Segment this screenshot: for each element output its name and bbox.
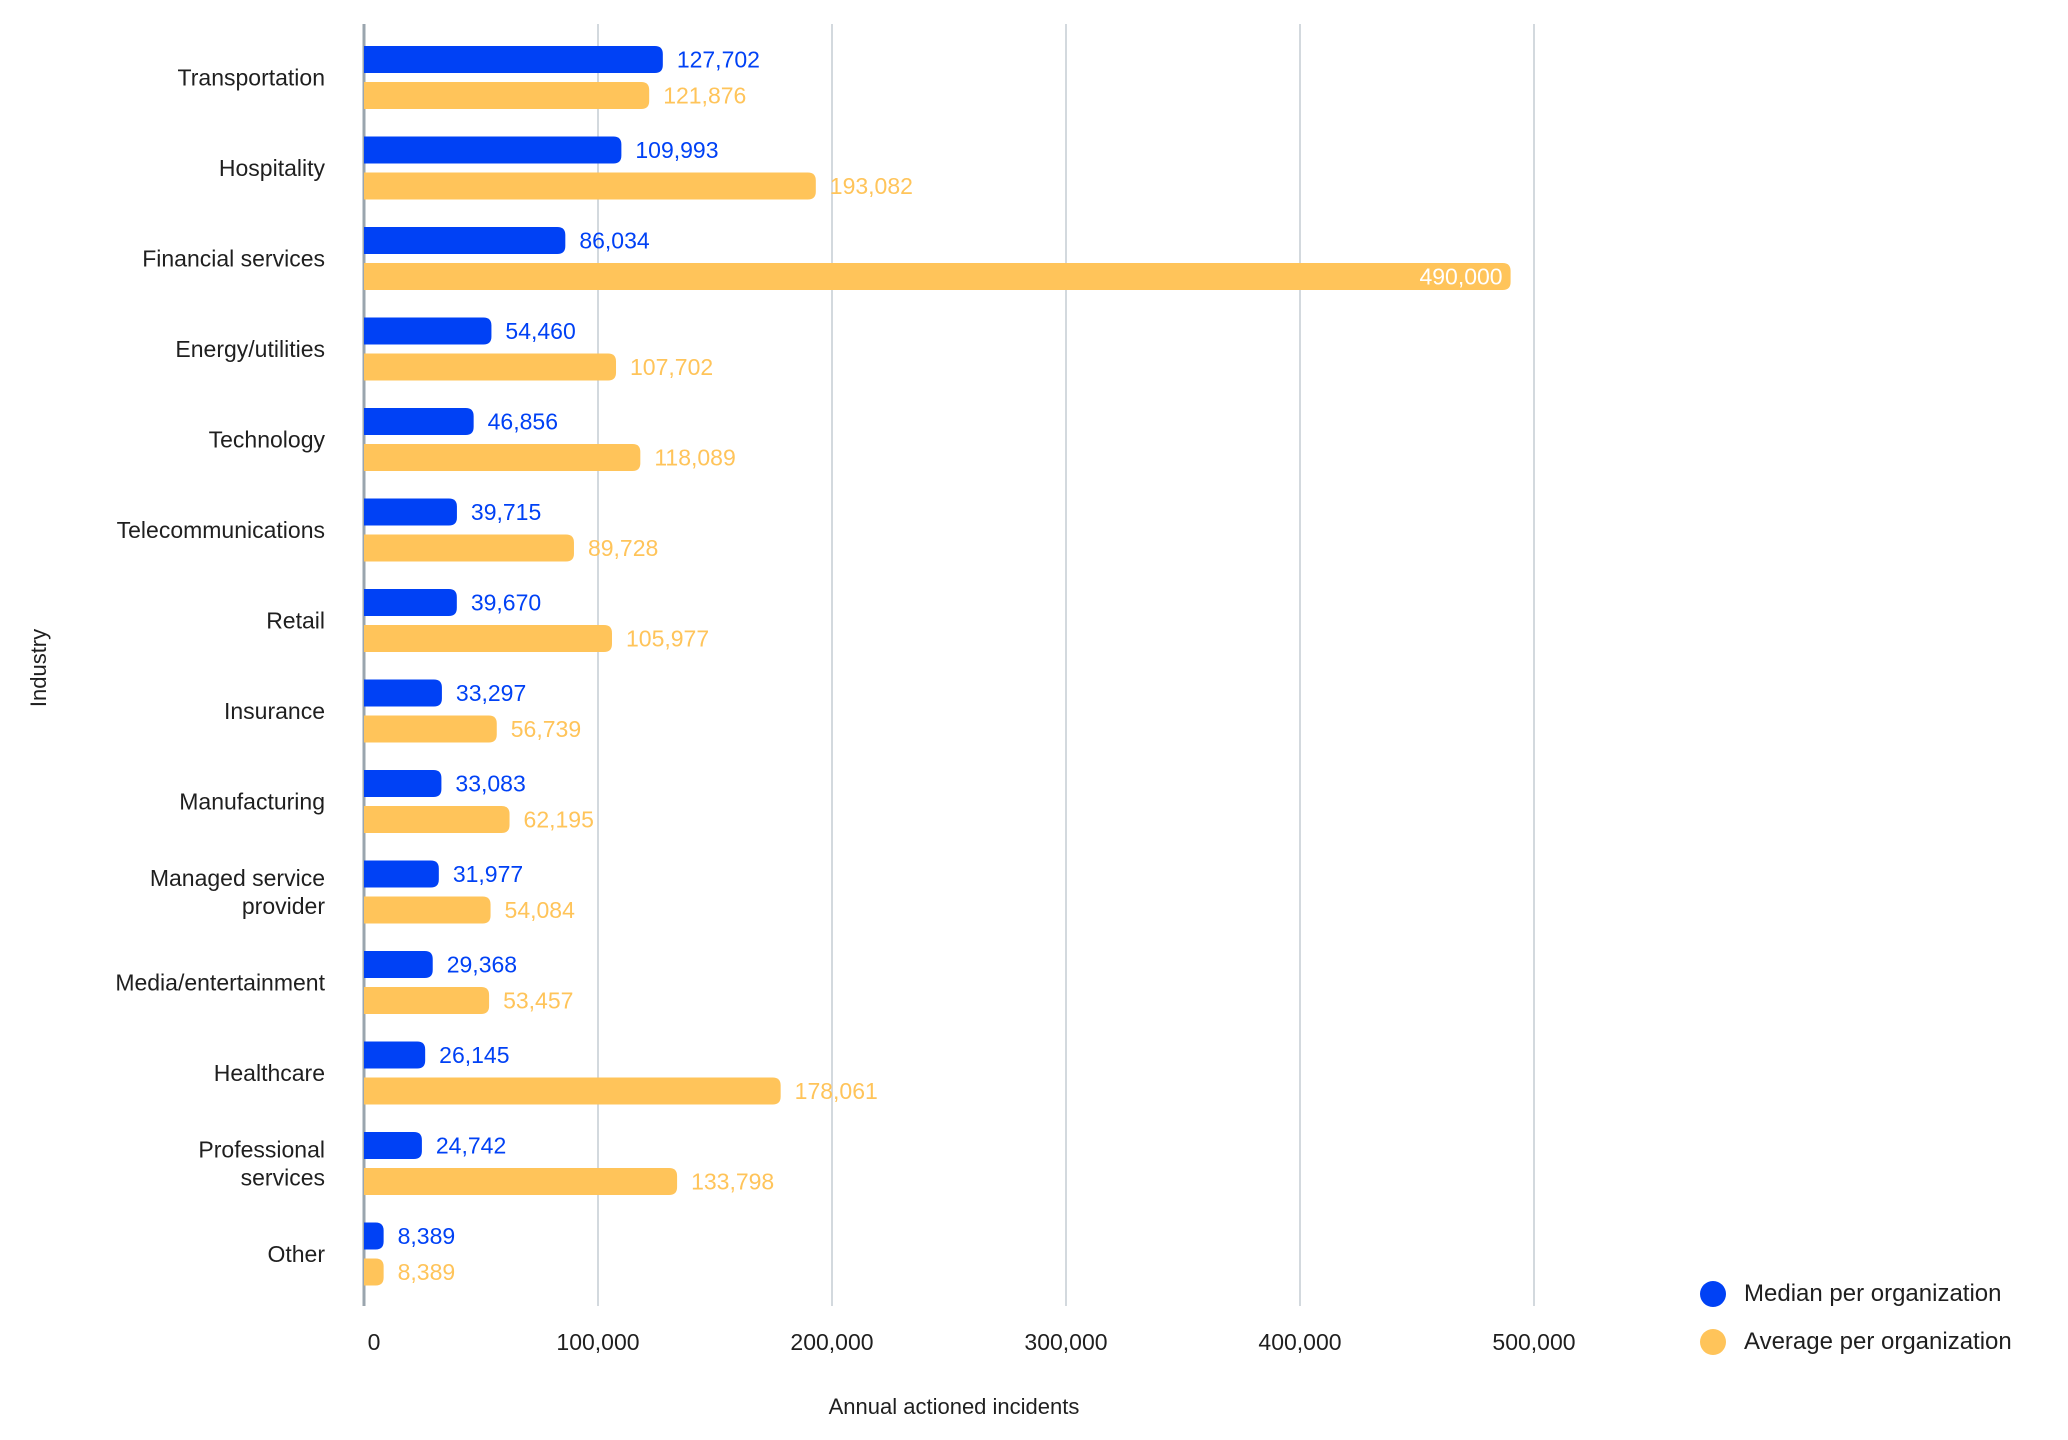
- value-label-median: 29,368: [447, 952, 517, 978]
- bar-average: [364, 82, 650, 109]
- bar-average: [364, 896, 491, 924]
- value-label-median: 8,389: [398, 1223, 456, 1249]
- legend-item-average: Average per organization: [1700, 1318, 2012, 1366]
- category-label: Healthcare: [214, 1060, 325, 1086]
- value-label-median: 86,034: [579, 228, 650, 254]
- value-label-average: 56,739: [511, 716, 581, 742]
- bar-median: [364, 1041, 426, 1069]
- category-labels: Transportation Hospitality Financial servi…: [115, 65, 325, 1268]
- category-label: Transportation: [178, 65, 325, 91]
- x-tick-label: 0: [368, 1329, 381, 1355]
- category-label: Media/entertainment: [115, 970, 325, 996]
- value-label-median: 33,297: [456, 680, 526, 706]
- bar-median: [364, 1222, 384, 1250]
- legend: Median per organization Average per orga…: [1700, 1270, 2012, 1366]
- value-label-median: 46,856: [488, 409, 558, 435]
- category-label: Energy/utilities: [175, 336, 325, 362]
- value-label-average: 8,389: [398, 1259, 456, 1285]
- value-label-average: 53,457: [503, 988, 573, 1014]
- category-label: Retail: [266, 608, 325, 634]
- x-tick-labels: 0 100,000 200,000 300,000 400,000 500,000: [368, 1329, 1576, 1355]
- value-label-median: 26,145: [439, 1042, 509, 1068]
- value-label-average: 118,089: [654, 445, 735, 471]
- value-label-average: 133,798: [691, 1169, 774, 1195]
- value-label-average: 105,977: [626, 626, 709, 652]
- legend-label-average: Average per organization: [1744, 1328, 2012, 1355]
- x-tick-label: 300,000: [1024, 1329, 1107, 1355]
- value-label-average: 62,195: [524, 807, 594, 833]
- value-label-median: 54,460: [505, 318, 575, 344]
- category-label: Financial services: [142, 246, 325, 272]
- y-axis-title: Industry: [26, 629, 51, 707]
- x-tick-label: 100,000: [556, 1329, 639, 1355]
- bar-median: [364, 1132, 422, 1159]
- bar-average: [364, 263, 1511, 290]
- value-label-median: 33,083: [455, 771, 525, 797]
- legend-item-median: Median per organization: [1700, 1270, 2012, 1318]
- bar-average: [364, 625, 612, 652]
- legend-swatch-average: [1700, 1329, 1726, 1355]
- category-label: Managed service provider: [150, 865, 325, 919]
- legend-swatch-median: [1700, 1281, 1726, 1307]
- bar-median: [364, 679, 442, 707]
- bar-average: [364, 1258, 384, 1286]
- value-label-average: 121,876: [663, 83, 746, 109]
- bar-average: [364, 1168, 678, 1195]
- category-label: Manufacturing: [179, 789, 325, 815]
- bar-average: [364, 534, 574, 562]
- value-label-median: 39,670: [471, 590, 541, 616]
- value-label-average: 178,061: [795, 1078, 878, 1104]
- bar-median: [364, 227, 566, 254]
- value-label-average: 89,728: [588, 535, 658, 561]
- bar-average: [364, 715, 497, 743]
- bar-median: [364, 498, 457, 526]
- value-label-median: 109,993: [635, 137, 718, 163]
- value-label-average: 193,082: [830, 173, 913, 199]
- x-tick-label: 200,000: [790, 1329, 873, 1355]
- category-label: Professional services: [198, 1137, 325, 1191]
- category-label: Hospitality: [219, 155, 326, 181]
- legend-label-median: Median per organization: [1744, 1280, 2002, 1307]
- bar-average: [364, 806, 510, 833]
- value-label-median: 39,715: [471, 499, 541, 525]
- value-label-average: 490,000: [1419, 264, 1502, 290]
- bar-median: [364, 860, 439, 888]
- bar-median: [364, 46, 663, 73]
- x-tick-label: 400,000: [1258, 1329, 1341, 1355]
- bar-median: [364, 408, 474, 435]
- value-label-average: 107,702: [630, 354, 713, 380]
- category-label: Insurance: [224, 698, 325, 724]
- category-label: Technology: [209, 427, 326, 453]
- bars-layer: 127,702 121,876 109,993 193,082 86,034 490,00…: [364, 46, 1511, 1286]
- bar-average: [364, 172, 816, 200]
- bar-median: [364, 589, 457, 616]
- bar-median: [364, 136, 622, 164]
- category-label: Other: [267, 1241, 325, 1267]
- value-label-median: 127,702: [677, 47, 760, 73]
- x-tick-label: 500,000: [1492, 1329, 1575, 1355]
- bar-median: [364, 951, 433, 978]
- bar-average: [364, 444, 641, 471]
- grid-layer: [362, 24, 1535, 1306]
- value-label-median: 31,977: [453, 861, 523, 887]
- bar-average: [364, 1077, 781, 1105]
- bar-average: [364, 353, 617, 381]
- value-label-average: 54,084: [505, 897, 576, 923]
- bar-median: [364, 770, 442, 797]
- bar-median: [364, 317, 492, 345]
- category-label: Telecommunications: [117, 517, 325, 543]
- bar-average: [364, 987, 490, 1014]
- x-axis-title: Annual actioned incidents: [829, 1394, 1080, 1419]
- value-label-median: 24,742: [436, 1133, 506, 1159]
